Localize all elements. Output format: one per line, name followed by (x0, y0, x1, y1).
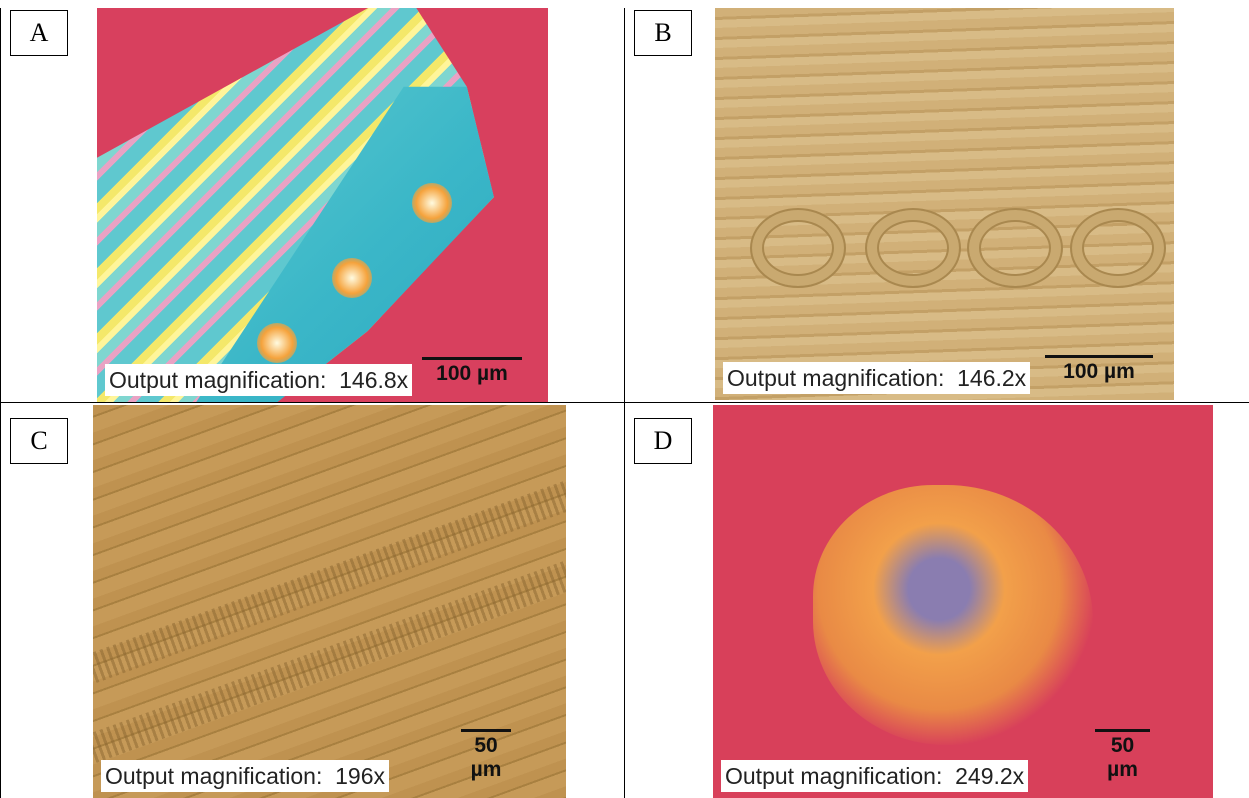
scale-bar: 50 µm (461, 729, 511, 782)
micrograph: Output magnification: 146.2x 100 µm (715, 8, 1174, 400)
panel-label: C (10, 418, 68, 464)
panel-label: B (634, 10, 692, 56)
table-border (0, 402, 1249, 403)
magnification: Output magnification: 146.8x (105, 364, 412, 396)
scale-bar: 100 µm (1045, 355, 1153, 384)
panel-label: D (634, 418, 692, 464)
micrograph: Output magnification: 146.8x 100 µm (97, 8, 548, 402)
table-border (624, 8, 625, 798)
magnification: Output magnification: 146.2x (723, 362, 1030, 394)
magnification: Output magnification: 249.2x (721, 760, 1028, 792)
panel-label: A (10, 10, 68, 56)
scale-bar: 100 µm (422, 357, 522, 386)
scale-bar: 50 µm (1095, 729, 1150, 782)
magnification: Output magnification: 196x (101, 760, 389, 792)
page: Output magnification: 146.8x 100 µm Outpu… (0, 0, 1249, 798)
micrograph: Output magnification: 249.2x 50 µm (713, 405, 1213, 798)
micrograph: Output magnification: 196x 50 µm (93, 405, 566, 798)
table-border (0, 8, 1, 798)
